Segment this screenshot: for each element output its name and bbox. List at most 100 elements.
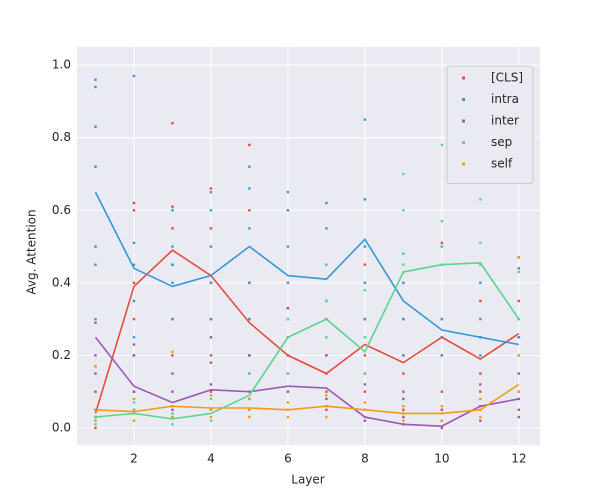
scatter-point	[517, 354, 521, 357]
scatter-point	[402, 372, 405, 375]
scatter-point	[209, 415, 213, 419]
series-line	[95, 262, 520, 420]
scatter-point	[517, 372, 521, 375]
legend-label: sep	[491, 135, 512, 149]
y-tick-label: 0.4	[52, 275, 71, 289]
scatter-point	[402, 209, 405, 212]
scatter-point	[517, 390, 521, 393]
legend-label: inter	[491, 114, 519, 128]
scatter-point	[363, 383, 367, 386]
y-tick-label: 0.6	[52, 203, 71, 217]
scatter-point	[402, 404, 405, 408]
scatter-point	[171, 354, 174, 357]
scatter-point	[363, 354, 367, 357]
scatter-point	[402, 419, 405, 422]
scatter-point	[171, 227, 174, 230]
scatter-point	[325, 408, 328, 412]
scatter-point	[94, 419, 97, 422]
legend-label: intra	[491, 92, 519, 106]
scatter-point	[479, 390, 482, 393]
scatter-point	[286, 317, 290, 321]
scatter-point	[94, 85, 97, 89]
scatter-point	[363, 372, 367, 375]
legend-label: [CLS]	[491, 71, 523, 85]
scatter-point	[209, 317, 213, 321]
scatter-point	[132, 397, 136, 401]
scatter-point	[440, 404, 444, 408]
scatter-point	[517, 415, 521, 419]
scatter-point	[248, 408, 251, 412]
scatter-point	[132, 401, 136, 404]
scatter-point	[440, 219, 444, 223]
scatter-point	[363, 198, 367, 201]
scatter-point	[402, 390, 405, 393]
scatter-point	[440, 143, 444, 147]
scatter-point	[132, 354, 136, 357]
scatter-point	[325, 263, 328, 266]
scatter-point	[171, 415, 174, 419]
scatter-point	[363, 288, 367, 292]
scatter-point	[402, 172, 405, 176]
scatter-point	[248, 227, 251, 230]
scatter-point	[132, 317, 136, 321]
scatter-point	[325, 390, 328, 393]
scatter-point	[363, 419, 367, 422]
legend-marker	[462, 162, 465, 166]
scatter-point	[325, 354, 328, 357]
scatter-point	[363, 317, 367, 321]
scatter-point	[248, 165, 251, 168]
scatter-point	[479, 354, 482, 357]
scatter-point	[286, 390, 290, 393]
scatter-point	[132, 209, 136, 212]
scatter-point	[286, 281, 290, 285]
x-tick-label: 8	[361, 452, 369, 466]
scatter-point	[325, 397, 328, 401]
scatter-point	[132, 299, 136, 303]
scatter-point	[209, 361, 213, 364]
scatter-point	[94, 263, 97, 266]
scatter-point	[479, 397, 482, 401]
y-tick-label: 0.8	[52, 130, 71, 144]
scatter-point	[209, 354, 213, 357]
legend-box	[446, 65, 534, 184]
scatter-point	[440, 419, 444, 422]
scatter-point	[286, 415, 290, 419]
scatter-point	[132, 241, 136, 245]
scatter-point	[517, 336, 521, 339]
scatter-point	[171, 372, 174, 375]
scatter-point	[363, 263, 367, 266]
scatter-point	[440, 245, 444, 248]
scatter-point	[209, 227, 213, 230]
scatter-point	[248, 281, 251, 285]
scatter-point	[440, 426, 444, 430]
scatter-point	[209, 187, 213, 190]
x-tick-label: 2	[130, 452, 138, 466]
scatter-point	[402, 408, 405, 412]
scatter-point	[209, 209, 213, 212]
scatter-point	[171, 412, 174, 415]
scatter-point	[479, 415, 482, 419]
scatter-point	[479, 419, 482, 422]
scatter-point	[209, 190, 213, 194]
scatter-point	[325, 415, 328, 419]
scatter-point	[517, 270, 521, 274]
marks	[94, 74, 521, 430]
scatter-point	[479, 281, 482, 285]
scatter-point	[363, 401, 367, 404]
series-line	[94, 191, 519, 346]
scatter-point	[479, 383, 482, 386]
scatter-point	[209, 408, 213, 412]
scatter-point	[94, 78, 97, 81]
series-line	[94, 249, 520, 414]
scatter-point	[171, 121, 174, 125]
scatter-point	[94, 317, 97, 321]
scatter-point	[94, 365, 97, 368]
scatter-point	[171, 408, 174, 412]
scatter-point	[286, 190, 290, 194]
scatter-point	[171, 209, 174, 212]
scatter-point	[94, 165, 97, 168]
scatter-point	[440, 408, 444, 412]
legend-marker	[462, 98, 465, 101]
scatter-point	[440, 354, 444, 357]
scatter-point	[402, 263, 405, 266]
